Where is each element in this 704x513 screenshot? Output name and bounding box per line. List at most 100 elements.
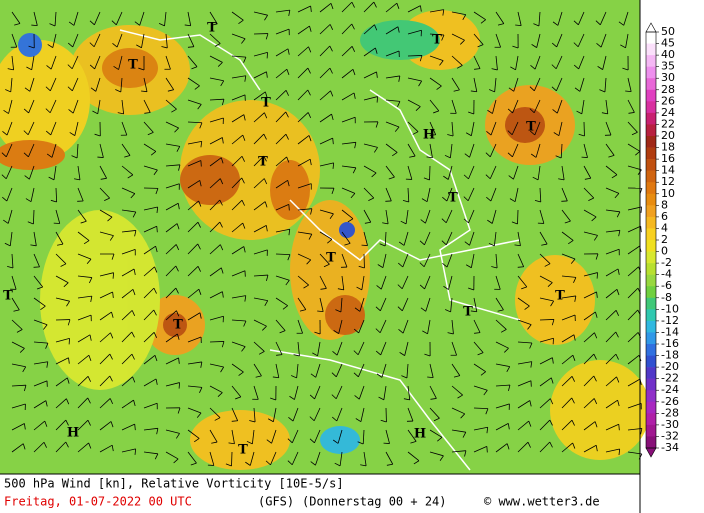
wind-barb <box>115 89 121 93</box>
wind-barb <box>155 246 158 253</box>
wind-barb <box>495 275 501 290</box>
low-marker: T <box>555 289 565 304</box>
wind-barb <box>143 143 157 152</box>
wind-barb <box>8 99 13 114</box>
wind-barb <box>143 309 155 321</box>
wind-barb <box>165 265 177 277</box>
wind-barb <box>275 275 290 281</box>
wind-barb <box>287 180 290 187</box>
wind-barb <box>55 357 69 365</box>
wind-barb <box>363 165 377 174</box>
wind-barb <box>200 361 203 368</box>
wind-barb <box>425 297 431 312</box>
wind-barb <box>175 433 180 439</box>
wind-barb <box>429 134 436 136</box>
wind-barb <box>99 272 114 277</box>
wind-barb <box>294 385 299 400</box>
wind-barb <box>601 112 608 115</box>
wind-barb <box>427 319 431 334</box>
wind-barb <box>143 378 157 387</box>
wind-barb <box>99 165 107 179</box>
wind-barb <box>512 99 519 114</box>
wind-barb <box>453 89 460 92</box>
wind-barb <box>403 231 409 246</box>
wind-barb <box>605 248 620 255</box>
wind-barb <box>332 162 335 169</box>
wind-barb <box>109 398 114 405</box>
wind-barb <box>442 9 445 16</box>
wind-barb <box>314 331 321 335</box>
wind-barb <box>406 363 409 378</box>
colorbar-segment <box>646 55 656 67</box>
wind-barb <box>500 329 507 333</box>
wind-barb <box>363 96 378 101</box>
colorbar-segment <box>646 390 656 403</box>
colorbar-label: 12 <box>661 175 675 188</box>
wind-barb <box>33 209 35 225</box>
wind-barb <box>165 164 180 167</box>
wind-barb <box>165 310 177 321</box>
wind-barb <box>493 231 497 246</box>
wind-barb <box>187 121 203 124</box>
wind-barb <box>272 376 279 379</box>
wind-barb <box>407 451 420 462</box>
colorbar-label: 20 <box>661 129 675 142</box>
wind-barb <box>605 229 620 233</box>
wind-barb <box>121 121 128 136</box>
wind-barb <box>616 211 621 218</box>
wind-barb <box>373 1 377 8</box>
wind-barb <box>507 423 510 430</box>
wind-barb <box>24 175 30 180</box>
wind-barb <box>436 85 442 90</box>
wind-barb <box>165 99 177 110</box>
wind-barb <box>353 372 359 378</box>
wind-barb <box>537 165 541 180</box>
wind-barb <box>83 240 90 245</box>
wind-barb <box>45 400 48 407</box>
wind-barb <box>486 130 492 136</box>
wind-barb <box>293 354 300 357</box>
wind-barb <box>99 311 112 321</box>
wind-barb <box>489 143 497 157</box>
wind-barb <box>347 218 354 223</box>
wind-barb <box>337 288 344 291</box>
wind-barb <box>319 90 331 101</box>
wind-barb <box>470 253 475 268</box>
wind-barb <box>564 220 571 224</box>
wind-barb <box>470 90 477 93</box>
wind-barb <box>627 165 642 171</box>
wind-barb <box>275 228 290 233</box>
wind-barb <box>401 275 409 289</box>
wind-barb <box>33 275 44 288</box>
wind-barb <box>187 429 200 439</box>
wind-barb <box>231 295 246 299</box>
wind-barb <box>90 296 93 303</box>
wind-barb <box>231 385 242 398</box>
wind-barb <box>354 395 360 400</box>
wind-barb <box>228 442 235 445</box>
wind-barb <box>275 204 290 211</box>
high-marker: H <box>423 128 435 143</box>
wind-barb <box>341 46 353 57</box>
wind-barb <box>209 385 223 393</box>
borders <box>119 29 521 471</box>
wind-barb <box>358 319 365 334</box>
wind-barb <box>71 55 79 69</box>
wind-barb <box>99 375 111 387</box>
colorbar-label: -12 <box>661 314 679 327</box>
wind-barb <box>332 439 339 444</box>
wind-barb <box>535 143 541 158</box>
wind-barb <box>442 196 448 202</box>
wind-barb <box>561 442 573 453</box>
wind-barb <box>341 209 354 220</box>
wind-barb <box>121 310 133 321</box>
wind-barb <box>605 331 617 343</box>
wind-barb <box>309 25 312 32</box>
wind-barb <box>65 419 69 426</box>
wind-barb <box>97 156 104 158</box>
wind-barb <box>429 363 434 378</box>
wind-barb <box>385 2 398 13</box>
wind-barb <box>11 319 23 330</box>
wind-barb <box>398 241 405 246</box>
wind-barb <box>66 377 70 384</box>
